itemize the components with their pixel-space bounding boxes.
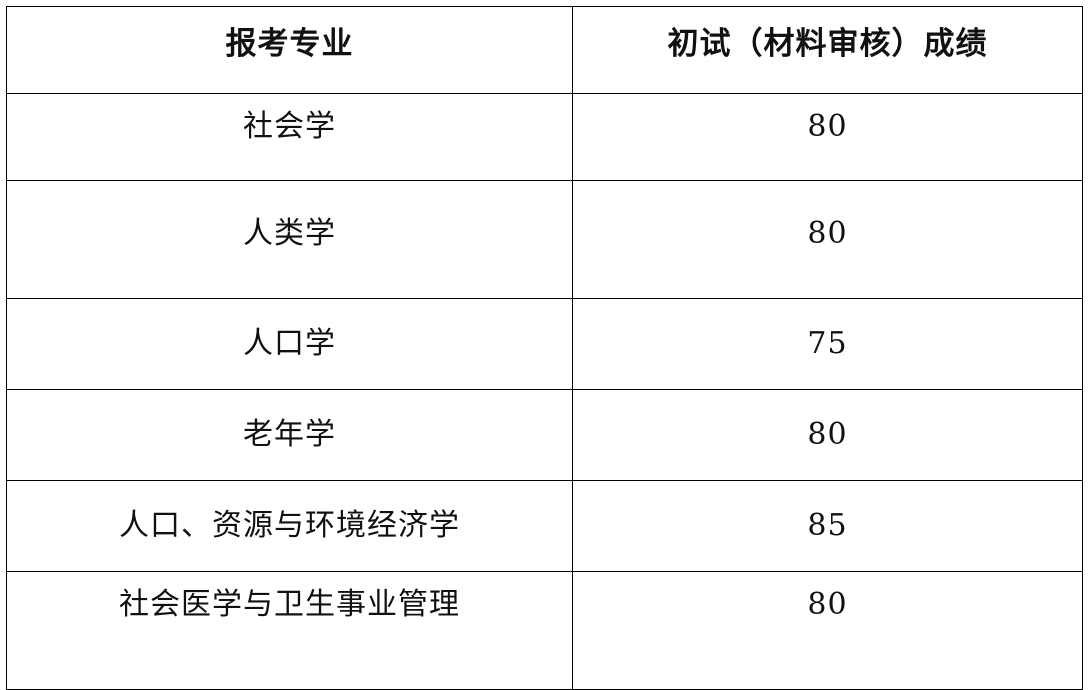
table-row: 人口、资源与环境经济学 85 bbox=[6, 480, 1083, 572]
table-header-row: 报考专业 初试（材料审核）成绩 bbox=[6, 6, 1083, 94]
admission-score-table: 报考专业 初试（材料审核）成绩 社会学 80 人类学 bbox=[6, 6, 1083, 690]
score-value: 80 bbox=[807, 586, 848, 622]
major-label: 人口学 bbox=[243, 326, 336, 361]
cell-major: 社会学 bbox=[6, 93, 573, 181]
cell-score: 80 bbox=[572, 389, 1083, 481]
score-value: 75 bbox=[807, 326, 848, 361]
cell-major: 人口学 bbox=[6, 298, 573, 390]
table-body: 社会学 80 人类学 80 人口学 75 bbox=[6, 93, 1083, 690]
cell-major: 人口、资源与环境经济学 bbox=[6, 480, 573, 572]
table-row: 人类学 80 bbox=[6, 180, 1083, 299]
cell-score: 75 bbox=[572, 298, 1083, 390]
column-header-major: 报考专业 bbox=[6, 6, 573, 94]
cell-major: 人类学 bbox=[6, 180, 573, 299]
cell-score: 80 bbox=[572, 180, 1083, 299]
major-label: 老年学 bbox=[243, 417, 336, 452]
score-value: 85 bbox=[807, 508, 848, 543]
score-value: 80 bbox=[807, 109, 848, 144]
cell-score: 85 bbox=[572, 480, 1083, 572]
table-row: 社会医学与卫生事业管理 80 bbox=[6, 571, 1083, 690]
cell-score: 80 bbox=[572, 93, 1083, 181]
major-label: 人口、资源与环境经济学 bbox=[119, 508, 460, 543]
column-header-score: 初试（材料审核）成绩 bbox=[572, 6, 1083, 94]
table-row: 老年学 80 bbox=[6, 389, 1083, 481]
cell-major: 老年学 bbox=[6, 389, 573, 481]
table-row: 人口学 75 bbox=[6, 298, 1083, 390]
major-label: 人类学 bbox=[243, 215, 336, 251]
cell-score: 80 bbox=[572, 571, 1083, 690]
major-label: 社会医学与卫生事业管理 bbox=[119, 586, 460, 622]
score-value: 80 bbox=[807, 417, 848, 452]
cell-major: 社会医学与卫生事业管理 bbox=[6, 571, 573, 690]
major-label: 社会学 bbox=[243, 109, 336, 144]
score-value: 80 bbox=[807, 215, 848, 251]
column-header-score-label: 初试（材料审核）成绩 bbox=[667, 25, 988, 62]
table-row: 社会学 80 bbox=[6, 93, 1083, 181]
column-header-major-label: 报考专业 bbox=[225, 25, 354, 62]
table-header: 报考专业 初试（材料审核）成绩 bbox=[6, 6, 1083, 94]
